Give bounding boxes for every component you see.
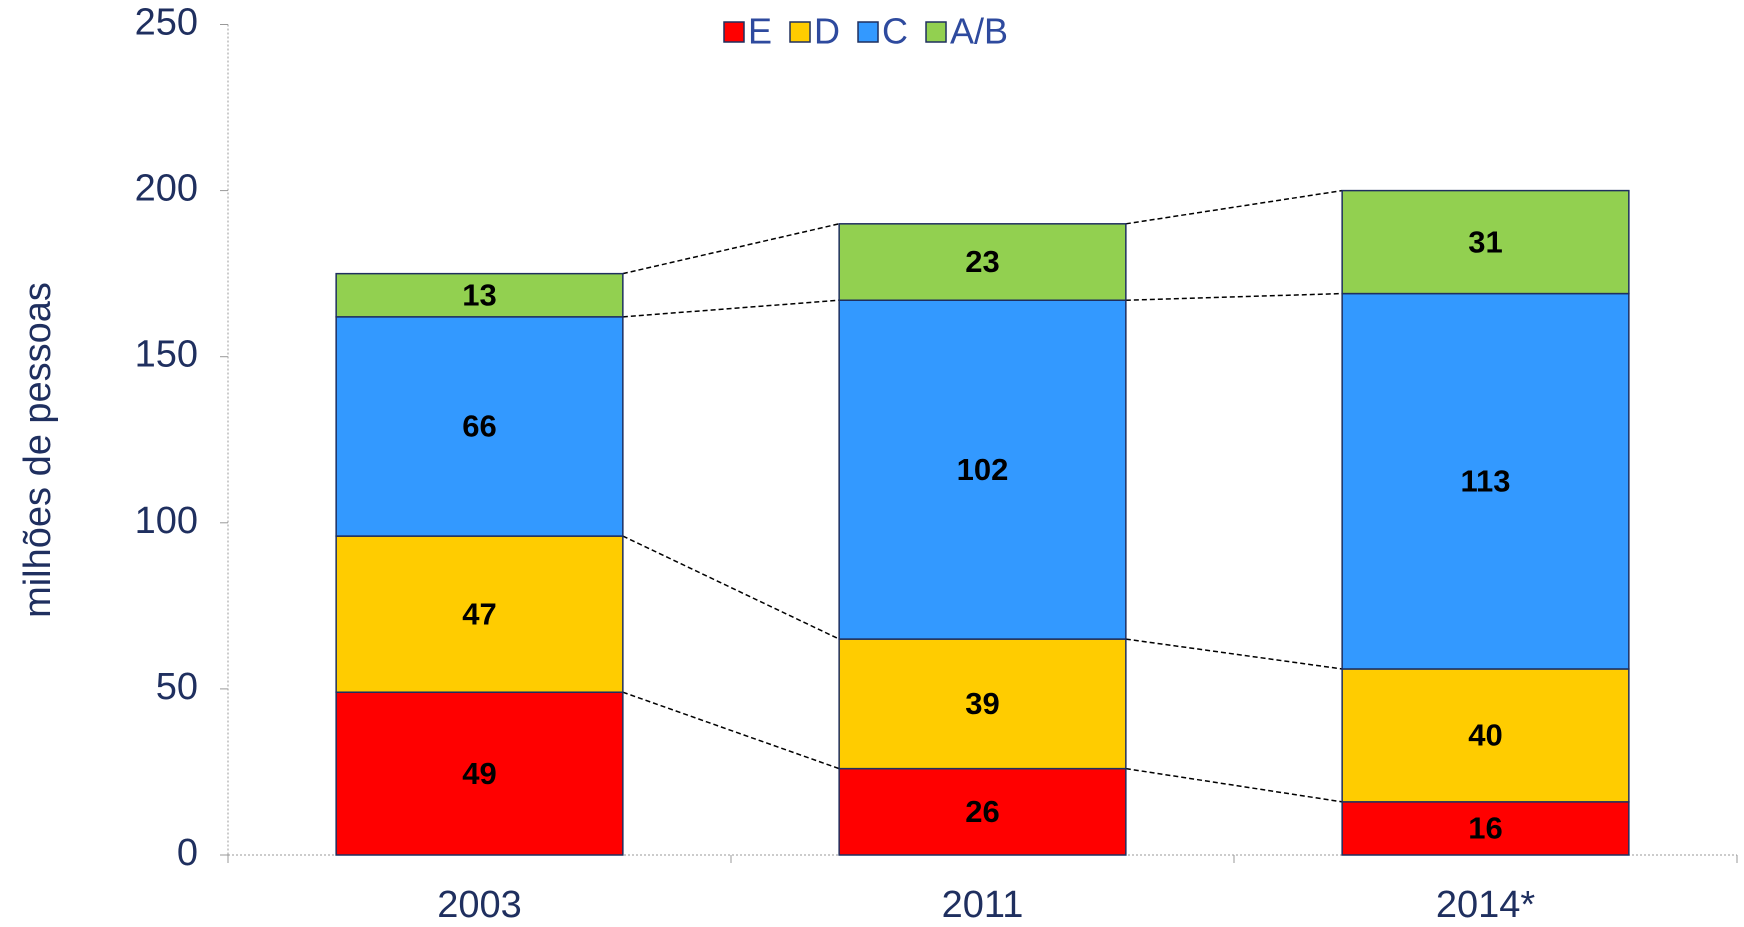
data-label: 39 [965,686,999,721]
legend-label: A/B [950,11,1008,52]
bar-segment [335,316,624,537]
bar-segment [838,223,1127,301]
bar-segment [1341,668,1630,803]
data-label: 23 [965,244,999,279]
y-tick-label: 100 [135,500,198,542]
connector [1125,767,1343,803]
data-label: 40 [1468,718,1502,753]
y-axis-label: milhões de pessoas [17,282,59,618]
legend-label: E [748,11,772,52]
legend-swatch [723,21,745,43]
data-label: 49 [462,756,496,791]
bar-segment [335,272,624,318]
connector [1125,638,1343,670]
legend-label: D [814,11,840,52]
y-tick-label: 200 [135,168,198,210]
y-tick-label: 50 [156,666,198,708]
legend-swatch [789,21,811,43]
bar-segment [1341,801,1630,856]
legend-swatch [925,21,947,43]
bar-segment [838,638,1127,770]
data-label: 16 [1468,811,1502,846]
x-tick-label: 2014* [1436,884,1536,926]
data-label: 113 [1460,463,1510,498]
bar-segment [1341,189,1630,295]
y-tick-label: 150 [135,334,198,376]
legend-swatch [857,21,879,43]
x-tick-label: 2003 [437,884,522,926]
data-label: 102 [957,452,1009,487]
connector [1125,292,1343,301]
y-tick-label: 0 [177,832,198,874]
data-label: 31 [1468,224,1502,259]
data-label: 26 [965,794,999,829]
connector [622,223,840,275]
bar-segment [838,767,1127,856]
bar-segment [335,535,624,693]
connector [622,691,840,770]
bar-segment [838,299,1127,640]
bar-segment [335,691,624,856]
x-tick-label: 2011 [942,884,1024,926]
connector [1125,189,1343,225]
bar-segment [1341,292,1630,670]
y-tick-label: 250 [135,2,198,44]
connector [622,299,840,318]
legend-label: C [882,11,908,52]
data-label: 13 [462,277,496,312]
data-label: 66 [462,409,496,444]
connector [622,535,840,640]
data-label: 47 [462,596,496,631]
